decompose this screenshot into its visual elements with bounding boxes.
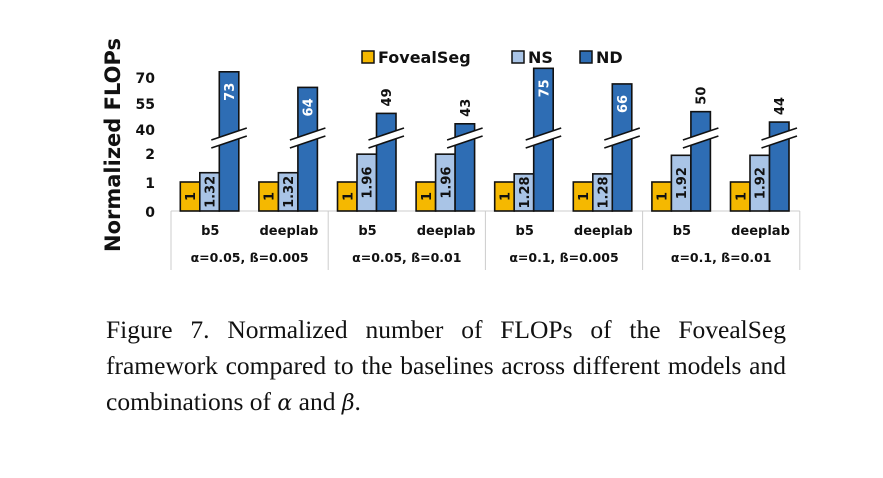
bar-ND <box>375 112 397 212</box>
axis-break <box>447 128 483 148</box>
legend-swatch-NS <box>511 50 525 64</box>
caption-suffix: . <box>354 387 361 416</box>
category-label: b5 <box>201 224 219 239</box>
group-label: α=0.1, ß=0.005 <box>509 250 618 265</box>
data-label-NS: 1.32 <box>282 176 297 208</box>
data-label-ND: 49 <box>380 88 395 106</box>
data-label-NS: 1.28 <box>518 176 533 208</box>
data-label-ND: 50 <box>695 87 710 105</box>
data-label-FovealSeg: 1 <box>577 192 592 201</box>
axis-break-line <box>211 127 248 141</box>
data-label-FovealSeg: 1 <box>656 192 671 201</box>
caption-beta: β <box>341 391 355 416</box>
data-label-NS: 1.92 <box>754 167 769 199</box>
flops-chart: Normalized FLOPs 0 1 2 40 55 70 FovealSeg NS ND α=… <box>101 38 801 270</box>
axis-break <box>682 128 719 148</box>
y-tick-label: 70 <box>136 71 156 87</box>
caption-text: Figure 7. Normalized number of FLOPs of … <box>106 315 786 416</box>
axis-break-line <box>211 135 248 149</box>
legend-swatch-FovealSeg <box>361 50 375 64</box>
bar-ND <box>611 83 633 212</box>
y-tick-label: 1 <box>145 176 155 192</box>
axis-break-line <box>604 127 641 141</box>
axis-break-line <box>368 135 405 149</box>
axis-break-line <box>446 135 483 149</box>
caption-alpha: α <box>277 391 293 416</box>
data-label-FovealSeg: 1 <box>341 192 356 201</box>
axis-break <box>525 128 562 148</box>
axis-break-line <box>525 127 562 141</box>
category-label: deeplab <box>574 224 633 239</box>
axis-break <box>368 128 404 148</box>
category-label: deeplab <box>260 224 319 239</box>
axis-break <box>761 128 797 148</box>
y-tick-label: 0 <box>145 205 155 221</box>
bar-ND <box>690 110 712 212</box>
legend-label: NS <box>528 48 553 67</box>
legend-label: FovealSeg <box>378 48 471 67</box>
data-label-ND: 64 <box>302 98 317 116</box>
category-label: b5 <box>673 224 691 239</box>
data-label-NS: 1.96 <box>439 167 454 199</box>
data-label-FovealSeg: 1 <box>184 192 199 201</box>
axis-break-line <box>446 127 483 141</box>
bar-ND <box>297 86 319 212</box>
data-label-FovealSeg: 1 <box>498 192 513 201</box>
y-tick-label: 55 <box>136 97 155 113</box>
axis-break-line <box>761 135 798 149</box>
data-label-ND: 75 <box>537 79 552 97</box>
group-label: α=0.05, ß=0.01 <box>352 250 461 265</box>
axis-break <box>211 128 247 148</box>
group-label: α=0.05, ß=0.005 <box>191 250 309 265</box>
figure-caption: Figure 7. Normalized number of FLOPs of … <box>106 312 786 422</box>
legend-swatch-ND <box>579 50 593 64</box>
y-tick-label: 2 <box>145 147 155 163</box>
data-label-NS: 1.96 <box>361 167 376 199</box>
axis-break-line <box>761 127 798 141</box>
data-label-FovealSeg: 1 <box>263 192 278 201</box>
bar-ND <box>454 123 476 212</box>
category-label: b5 <box>358 224 376 239</box>
y-axis-label: Normalized FLOPs <box>101 38 125 252</box>
data-label-NS: 1.28 <box>597 176 612 208</box>
data-label-ND: 66 <box>616 95 631 113</box>
data-label-ND: 43 <box>459 99 474 117</box>
legend-label: ND <box>596 48 623 67</box>
group-label: α=0.1, ß=0.01 <box>671 250 772 265</box>
category-label: b5 <box>516 224 534 239</box>
axis-break-line <box>604 135 641 149</box>
axis-break-line <box>525 135 562 149</box>
data-label-FovealSeg: 1 <box>734 192 749 201</box>
data-label-FovealSeg: 1 <box>420 192 435 201</box>
axis-break-line <box>289 127 326 141</box>
axis-break-line <box>682 127 719 141</box>
category-label: deeplab <box>417 224 476 239</box>
data-label-ND: 44 <box>773 97 788 115</box>
caption-and: and <box>292 387 342 416</box>
data-label-ND: 73 <box>223 83 238 101</box>
data-label-NS: 1.92 <box>675 167 690 199</box>
axis-break-line <box>289 135 326 149</box>
axis-break <box>289 128 326 148</box>
data-label-NS: 1.32 <box>204 176 219 208</box>
axis-break-line <box>368 127 405 141</box>
y-tick-label: 40 <box>136 123 156 139</box>
category-label: deeplab <box>731 224 790 239</box>
axis-break-line <box>682 135 719 149</box>
axis-break <box>604 128 640 148</box>
